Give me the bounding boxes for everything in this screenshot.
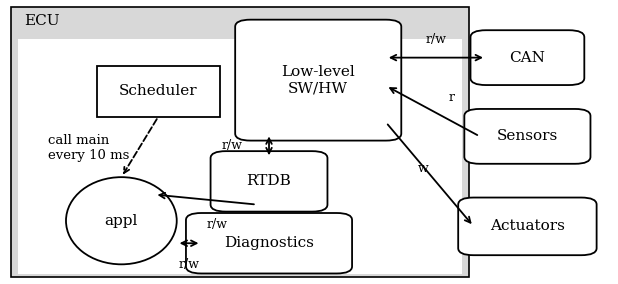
Text: call main
every 10 ms: call main every 10 ms <box>48 134 129 162</box>
Text: ECU: ECU <box>24 14 60 28</box>
FancyBboxPatch shape <box>11 7 469 277</box>
Text: appl: appl <box>104 214 138 228</box>
FancyBboxPatch shape <box>18 39 462 273</box>
Text: Sensors: Sensors <box>497 130 558 143</box>
Text: Actuators: Actuators <box>490 219 565 233</box>
Text: r/w: r/w <box>222 139 243 153</box>
Text: CAN: CAN <box>509 51 545 65</box>
FancyBboxPatch shape <box>470 30 584 85</box>
Text: r/w: r/w <box>179 258 200 271</box>
FancyBboxPatch shape <box>464 109 590 164</box>
Text: Scheduler: Scheduler <box>119 84 198 98</box>
FancyBboxPatch shape <box>186 213 352 273</box>
Text: r: r <box>448 91 454 103</box>
Text: r/w: r/w <box>425 33 446 46</box>
Text: RTDB: RTDB <box>247 174 291 188</box>
FancyBboxPatch shape <box>235 20 401 141</box>
FancyBboxPatch shape <box>211 151 328 212</box>
FancyBboxPatch shape <box>458 198 596 255</box>
Text: Diagnostics: Diagnostics <box>224 236 314 250</box>
Text: w: w <box>418 162 429 175</box>
Ellipse shape <box>66 177 177 264</box>
Text: Low-level
SW/HW: Low-level SW/HW <box>281 65 355 95</box>
FancyBboxPatch shape <box>97 66 220 117</box>
Text: r/w: r/w <box>206 218 227 231</box>
